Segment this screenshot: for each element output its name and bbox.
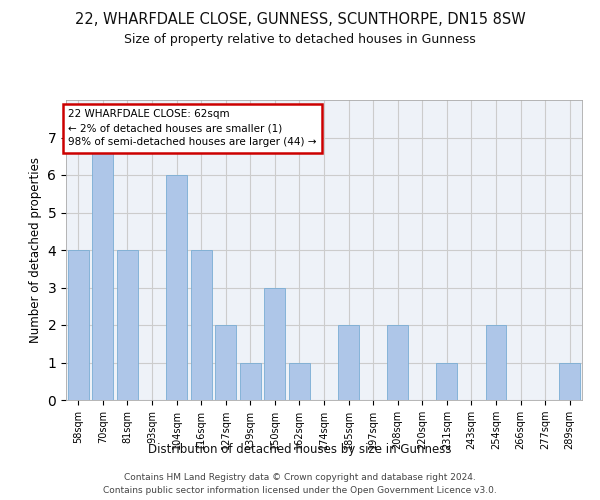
Text: Size of property relative to detached houses in Gunness: Size of property relative to detached ho… — [124, 32, 476, 46]
Bar — [191, 250, 212, 400]
Text: 22 WHARFDALE CLOSE: 62sqm
← 2% of detached houses are smaller (1)
98% of semi-de: 22 WHARFDALE CLOSE: 62sqm ← 2% of detach… — [68, 110, 317, 148]
Bar — [559, 362, 580, 400]
Bar — [485, 325, 506, 400]
Bar — [92, 138, 113, 400]
Bar — [436, 362, 457, 400]
Bar — [215, 325, 236, 400]
Bar — [68, 250, 89, 400]
Bar — [289, 362, 310, 400]
Bar — [338, 325, 359, 400]
Text: 22, WHARFDALE CLOSE, GUNNESS, SCUNTHORPE, DN15 8SW: 22, WHARFDALE CLOSE, GUNNESS, SCUNTHORPE… — [74, 12, 526, 28]
Bar — [387, 325, 408, 400]
Text: Distribution of detached houses by size in Gunness: Distribution of detached houses by size … — [148, 442, 452, 456]
Bar — [117, 250, 138, 400]
Bar — [166, 175, 187, 400]
Bar — [265, 288, 286, 400]
Bar — [240, 362, 261, 400]
Y-axis label: Number of detached properties: Number of detached properties — [29, 157, 42, 343]
Text: Contains HM Land Registry data © Crown copyright and database right 2024.: Contains HM Land Registry data © Crown c… — [124, 472, 476, 482]
Text: Contains public sector information licensed under the Open Government Licence v3: Contains public sector information licen… — [103, 486, 497, 495]
